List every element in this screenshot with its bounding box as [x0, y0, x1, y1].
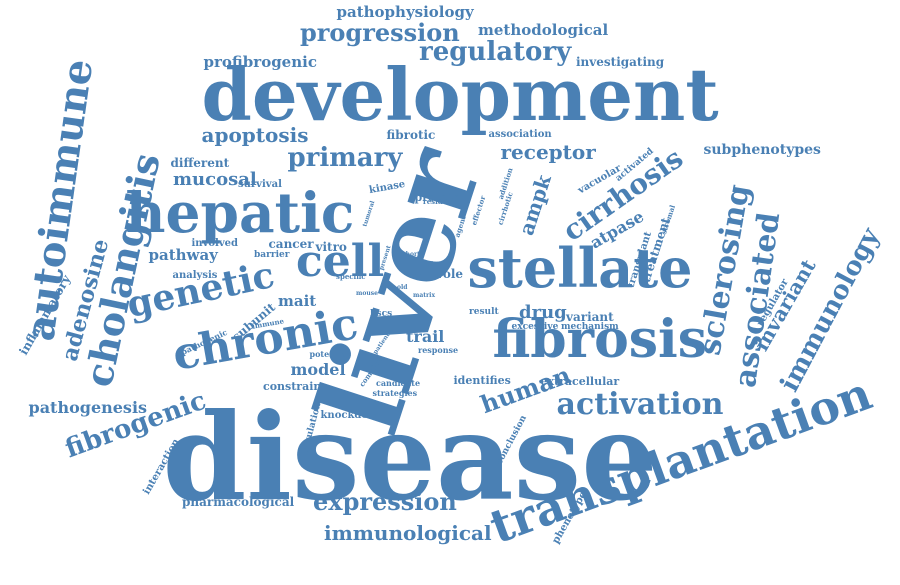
- cloud-word-hscs: hscs: [370, 308, 393, 319]
- cloud-word-involved: involved: [191, 238, 239, 249]
- cloud-word-immunological: immunological: [324, 521, 492, 545]
- cloud-word-pathogenesis: pathogenesis: [28, 398, 148, 417]
- cloud-word-matrix: matrix: [413, 292, 436, 299]
- cloud-word-profibrogenic: profibrogenic: [203, 52, 317, 71]
- cloud-word-association: association: [488, 129, 552, 140]
- cloud-word-mouse: mouse: [356, 290, 378, 297]
- cloud-word-model: model: [290, 360, 346, 379]
- cloud-word-mucosal: mucosal: [173, 169, 257, 190]
- cloud-word-resident: resident: [423, 196, 456, 206]
- cloud-word-specific: specific: [336, 271, 366, 281]
- cloud-word-old: old: [397, 284, 408, 291]
- cloud-word-result: result: [469, 306, 499, 317]
- cloud-word-extracellular: extracellular: [540, 374, 620, 388]
- cloud-word-survival: survival: [238, 179, 282, 190]
- cloud-word-identifies: identifies: [453, 373, 511, 387]
- cloud-word-cohort: cohort: [398, 251, 420, 258]
- cloud-word-response: response: [418, 345, 459, 355]
- cloud-word-regulatory: regulatory: [419, 37, 572, 67]
- cloud-word-strategies: strategies: [372, 388, 418, 398]
- cloud-word-excessive: excessive: [511, 321, 559, 332]
- cloud-word-expression: expression: [313, 487, 457, 516]
- cloud-word-axis: axis: [423, 261, 437, 268]
- cloud-word-novel: novel: [405, 270, 423, 277]
- cloud-word-constrain: constrain: [263, 379, 322, 393]
- cloud-word-pathway: pathway: [148, 245, 218, 264]
- cloud-word-stellate: stellate: [467, 236, 693, 300]
- cloud-word-cancer: cancer: [268, 237, 314, 251]
- cloud-word-variant: variant: [566, 310, 614, 324]
- cloud-word-pharmacological: pharmacological: [182, 495, 295, 509]
- cloud-word-protein: protein: [414, 190, 460, 204]
- cloud-word-pathophysiology: pathophysiology: [336, 2, 474, 21]
- cloud-word-investigating: investigating: [576, 55, 665, 69]
- cloud-word-vitro: vitro: [315, 240, 347, 254]
- cloud-word-stromal: stromal: [659, 203, 678, 235]
- cloud-word-apoptosis: apoptosis: [201, 123, 309, 147]
- cloud-word-fibrotic: fibrotic: [386, 128, 436, 142]
- cloud-word-mechanism: mechanism: [561, 321, 619, 332]
- cloud-word-trail: trail: [406, 327, 445, 346]
- cloud-word-development: development: [201, 52, 719, 137]
- cloud-word-drug: drug: [519, 302, 567, 323]
- cloud-word-barrier: barrier: [254, 249, 290, 260]
- cloud-word-analysis: analysis: [172, 270, 218, 281]
- cloud-word-different: different: [170, 156, 230, 170]
- cloud-word-receptor: receptor: [500, 140, 596, 164]
- cloud-word-role: role: [436, 267, 464, 281]
- cloud-word-candidate: candidate: [376, 378, 421, 388]
- cloud-word-ampk: ampk: [513, 171, 556, 239]
- cloud-word-subphenotypes: subphenotypes: [703, 142, 821, 158]
- cloud-word-mait: mait: [278, 291, 317, 310]
- cloud-word-cell: cell: [296, 236, 385, 287]
- cloud-word-primary: primary: [287, 143, 403, 173]
- cloud-word-fibrosis: fibrosis: [492, 309, 708, 370]
- cloud-word-potential: potential: [309, 349, 351, 359]
- cloud-word-methodological: methodological: [478, 20, 609, 39]
- cloud-word-disease: disease: [162, 387, 658, 528]
- cloud-word-knockdown: knockdown: [320, 410, 384, 421]
- cloud-word-hepatic: hepatic: [125, 179, 355, 245]
- cloud-word-activation: activation: [556, 387, 724, 422]
- cloud-word-progression: progression: [300, 18, 460, 47]
